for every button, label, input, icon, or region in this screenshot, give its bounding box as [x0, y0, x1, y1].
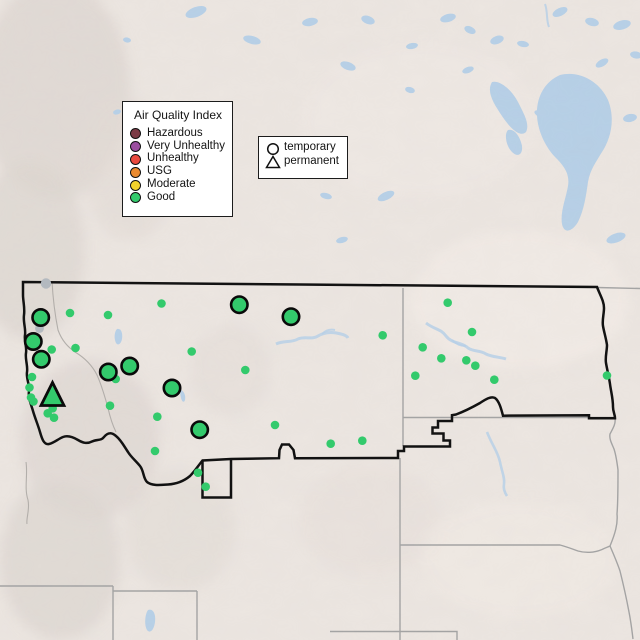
aqi-item-label: Moderate	[147, 178, 196, 191]
monitor-good-small[interactable]	[71, 343, 80, 353]
monitor-good-small[interactable]	[378, 331, 388, 340]
aqi-color-dot	[130, 140, 141, 152]
permanent-triangle-icon	[265, 155, 281, 169]
monitor-good-small[interactable]	[467, 327, 477, 337]
monitor-good-large[interactable]	[190, 420, 210, 440]
monitor-good-small[interactable]	[270, 420, 280, 430]
monitor-good-permanent-triangle[interactable]	[38, 379, 67, 407]
aqi-item-label: Good	[147, 191, 176, 204]
monitor-good-small[interactable]	[462, 356, 471, 365]
monitor-good-small[interactable]	[47, 345, 56, 354]
monitor-good-small[interactable]	[490, 375, 499, 385]
aqi-legend-item: Good	[130, 191, 226, 204]
aqi-legend-item: Hazardous	[130, 127, 226, 140]
monitor-good-small[interactable]	[471, 361, 480, 371]
aqi-color-dot	[130, 127, 141, 139]
aqi-color-dot	[130, 166, 141, 178]
monitor-good-small[interactable]	[443, 298, 453, 308]
aqi-color-dot	[130, 192, 141, 204]
temporary-circle-icon	[266, 142, 280, 155]
monitor-good-large[interactable]	[23, 331, 43, 351]
monitor-good-small[interactable]	[153, 412, 162, 422]
aqi-legend-item: USG	[130, 166, 226, 179]
aqi-legend-item: Unhealthy	[130, 153, 226, 166]
aqi-item-label: Very Unhealthy	[147, 139, 225, 152]
monitor-good-small[interactable]	[201, 482, 210, 492]
monitor-good-small[interactable]	[241, 365, 250, 375]
monitor-good-small[interactable]	[105, 401, 115, 411]
monitor-good-large[interactable]	[229, 295, 249, 315]
monitor-good-small[interactable]	[418, 343, 428, 352]
monitor-good-large[interactable]	[120, 356, 140, 376]
temporary-label: temporary	[284, 141, 336, 154]
monitor-good-small[interactable]	[43, 409, 52, 418]
permanent-row: permanent	[265, 155, 342, 169]
temporary-row: temporary	[265, 141, 342, 155]
monitor-good-small[interactable]	[437, 354, 446, 363]
monitor-good-small[interactable]	[27, 372, 37, 382]
monitor-good-large[interactable]	[98, 362, 118, 382]
marker-type-legend: temporary permanent	[258, 136, 348, 179]
permanent-label: permanent	[284, 155, 339, 168]
aqi-item-label: USG	[147, 165, 172, 178]
monitor-good-small[interactable]	[187, 347, 196, 356]
monitor-good-small[interactable]	[49, 413, 59, 423]
aqi-item-label: Hazardous	[147, 126, 203, 139]
aqi-legend-item: Moderate	[130, 179, 226, 192]
monitor-good-small[interactable]	[326, 439, 336, 449]
aqi-legend-items: Hazardous Very Unhealthy Unhealthy USG Moder…	[130, 127, 226, 204]
monitor-good-large[interactable]	[162, 378, 182, 398]
aqi-color-dot	[130, 153, 141, 165]
monitor-good-large[interactable]	[281, 307, 301, 327]
monitor-markers	[23, 278, 612, 492]
monitor-good-small[interactable]	[411, 371, 420, 381]
monitor-good-small[interactable]	[358, 436, 367, 446]
monitor-good-small[interactable]	[602, 371, 612, 380]
monitor-good-small[interactable]	[29, 397, 38, 406]
monitor-good-small[interactable]	[150, 446, 160, 456]
monitor-offline[interactable]	[40, 278, 52, 289]
monitor-good-small[interactable]	[65, 308, 75, 318]
monitor-good-large[interactable]	[31, 349, 51, 369]
monitor-good-small[interactable]	[193, 468, 203, 478]
monitor-good-small[interactable]	[103, 310, 113, 320]
monitor-good-large[interactable]	[31, 307, 51, 327]
aqi-legend-title: Air Quality Index	[133, 108, 223, 122]
aqi-item-label: Unhealthy	[147, 152, 199, 165]
monitor-good-small[interactable]	[25, 383, 34, 392]
monitor-good-small[interactable]	[157, 299, 166, 308]
aqi-legend: Air Quality Index Hazardous Very Unhealth…	[122, 101, 233, 217]
aqi-legend-item: Very Unhealthy	[130, 140, 226, 153]
aqi-color-dot	[130, 179, 141, 191]
